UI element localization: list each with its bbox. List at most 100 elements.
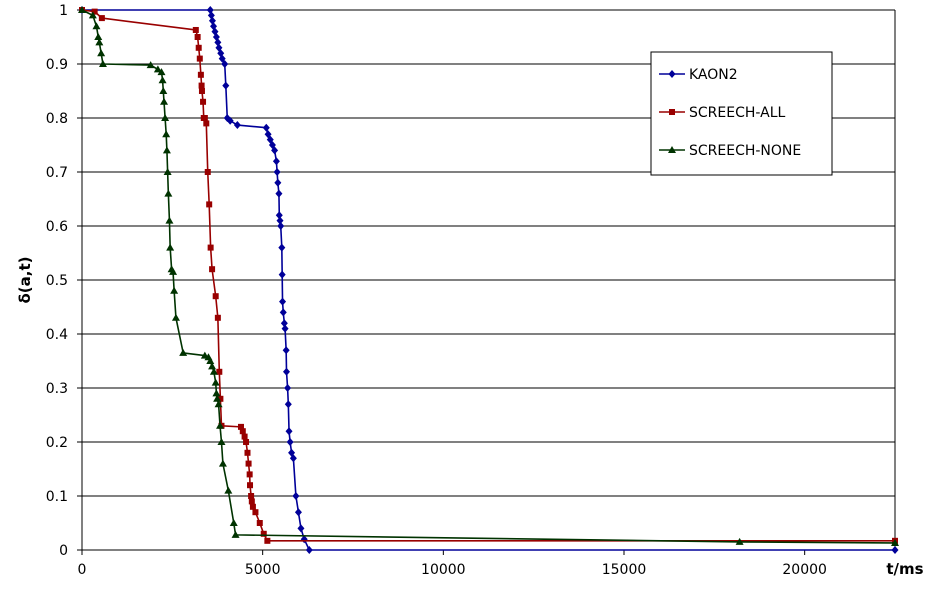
data-point-screech-all-19 [214, 314, 221, 321]
data-point-screech-all-12 [201, 115, 208, 121]
x-tick-label-1: 5000 [245, 562, 281, 578]
data-point-screech-none-13 [161, 114, 170, 121]
data-point-screech-all-9 [198, 88, 205, 94]
data-point-screech-none-28 [208, 362, 217, 370]
data-point-screech-all-1 [91, 8, 98, 15]
data-point-screech-all-7 [197, 71, 204, 78]
data-point-kaon2-7 [214, 38, 222, 47]
data-point-screech-none-39 [231, 530, 240, 538]
data-point-screech-none-27 [206, 357, 215, 364]
data-point-screech-all-27 [244, 449, 251, 456]
data-point-screech-all-31 [248, 493, 255, 499]
data-point-screech-all-32 [248, 498, 255, 505]
data-point-kaon2-46 [305, 546, 313, 554]
data-point-kaon2-10 [218, 54, 226, 63]
data-point-screech-none-18 [165, 216, 174, 224]
data-point-kaon2-21 [272, 157, 280, 166]
x-axis-title: t/ms [886, 560, 923, 578]
data-point-screech-all-20 [216, 368, 223, 375]
data-point-screech-all-13 [203, 120, 210, 127]
data-point-kaon2-28 [278, 243, 286, 252]
data-point-kaon2-38 [285, 427, 293, 436]
y-tick-label-0: 0 [59, 543, 68, 559]
data-point-kaon2-24 [275, 189, 283, 198]
data-point-kaon2-14 [226, 116, 234, 125]
data-point-screech-all-8 [198, 82, 205, 89]
data-point-screech-all-36 [260, 530, 267, 537]
data-point-screech-none-36 [218, 459, 227, 467]
data-point-screech-none-8 [153, 65, 162, 73]
legend: KAON2 SCREECH-ALL SCREECH-NONE [650, 51, 833, 176]
data-point-kaon2-32 [280, 319, 288, 328]
y-tick-label-5: 0.5 [46, 273, 68, 289]
y-tick-label-7: 0.7 [46, 165, 68, 181]
data-point-screech-none-34 [216, 421, 225, 429]
data-point-screech-none-35 [217, 438, 226, 445]
legend-marker-screech-none [668, 146, 676, 153]
data-point-screech-none-24 [179, 348, 188, 356]
data-point-screech-none-1 [88, 11, 97, 19]
series-layer [78, 6, 899, 554]
data-point-kaon2-42 [292, 492, 300, 500]
y-tick-label-6: 0.6 [46, 219, 68, 235]
data-point-screech-none-10 [158, 76, 167, 84]
legend-label-kaon2: KAON2 [689, 67, 738, 83]
x-tick-label-4: 20000 [782, 562, 827, 578]
data-point-kaon2-30 [279, 297, 287, 306]
data-point-kaon2-39 [286, 438, 294, 446]
data-point-screech-all-25 [241, 433, 248, 440]
data-point-screech-all-6 [196, 55, 203, 62]
data-point-screech-none-30 [211, 378, 220, 386]
y-tick-label-1: 0.1 [46, 489, 68, 505]
data-point-kaon2-37 [284, 400, 292, 409]
data-point-screech-none-38 [229, 519, 238, 526]
data-point-screech-none-21 [169, 267, 178, 275]
data-point-kaon2-43 [294, 508, 302, 517]
data-point-screech-all-5 [195, 44, 202, 51]
y-axis-ticks: 0 0.1 0.2 0.3 0.4 0.5 0.6 0.7 0.8 0.9 1 [46, 3, 82, 559]
data-point-screech-none-0 [78, 6, 86, 13]
legend-item-screech-none: SCREECH-NONE [659, 143, 801, 159]
data-point-kaon2-27 [277, 222, 285, 230]
x-tick-label-3: 15000 [602, 562, 647, 578]
data-point-kaon2-35 [283, 367, 291, 376]
data-point-screech-all-14 [204, 169, 211, 175]
data-point-screech-all-26 [243, 439, 250, 445]
data-point-screech-all-17 [209, 266, 216, 273]
data-point-screech-all-15 [206, 201, 213, 208]
data-point-kaon2-22 [273, 168, 281, 176]
data-point-screech-all-33 [249, 503, 256, 510]
data-point-kaon2-33 [281, 324, 289, 333]
data-point-kaon2-11 [221, 60, 229, 68]
data-point-kaon2-44 [297, 524, 305, 533]
data-point-screech-none-41 [891, 538, 899, 546]
data-point-screech-all-18 [212, 293, 219, 300]
y-tick-label-4: 0.4 [46, 327, 68, 343]
x-axis-ticks: 0 5000 10000 15000 20000 [78, 550, 827, 578]
data-point-screech-none-37 [224, 486, 233, 494]
data-point-kaon2-26 [276, 216, 284, 225]
data-point-screech-all-34 [252, 509, 259, 516]
data-point-kaon2-20 [271, 146, 279, 155]
data-point-screech-all-16 [207, 244, 214, 251]
data-point-kaon2-25 [275, 211, 283, 220]
data-point-screech-all-21 [217, 395, 224, 402]
data-point-screech-all-29 [246, 471, 253, 478]
data-point-kaon2-1 [206, 6, 214, 14]
y-axis-title: δ(a,t) [16, 256, 34, 303]
data-point-screech-none-32 [213, 394, 222, 402]
data-point-screech-all-4 [194, 34, 201, 40]
legend-item-screech-all: SCREECH-ALL [659, 105, 786, 121]
data-point-screech-none-15 [162, 146, 171, 154]
data-point-screech-none-9 [157, 68, 166, 76]
data-point-screech-none-6 [98, 60, 107, 67]
y-tick-label-9: 0.9 [46, 57, 68, 73]
data-point-screech-none-14 [162, 130, 171, 138]
y-tick-label-10: 1 [59, 3, 68, 19]
data-point-screech-none-2 [92, 22, 101, 30]
data-point-screech-none-7 [146, 61, 155, 69]
data-point-screech-none-19 [166, 243, 175, 251]
data-point-kaon2-31 [279, 308, 287, 317]
data-point-screech-all-37 [264, 537, 271, 544]
